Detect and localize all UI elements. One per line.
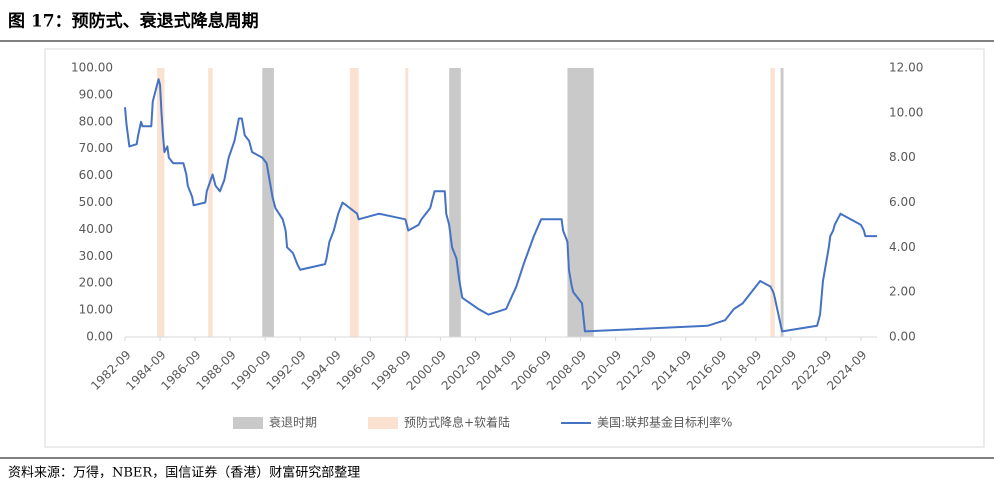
legend-label: 美国:联邦基金目标利率% <box>597 415 732 430</box>
shade-band <box>262 68 274 337</box>
legend-swatch <box>368 417 398 429</box>
source-note: 资料来源：万得，NBER，国信证券（香港）财富研究部整理 <box>8 465 360 481</box>
y-tick-label: 50.00 <box>79 195 113 209</box>
shade-band <box>208 68 213 337</box>
shade-band <box>780 68 784 337</box>
legend-swatch <box>233 417 263 429</box>
legend-label: 衰退时期 <box>269 415 317 430</box>
y-tick-label: 100.00 <box>71 61 113 75</box>
shade-band <box>157 68 165 337</box>
y2-tick-label: 8.00 <box>889 150 916 164</box>
legend-label: 预防式降息+软着陆 <box>404 415 510 430</box>
y-tick-label: 10.00 <box>79 303 113 317</box>
y-tick-label: 60.00 <box>79 168 113 182</box>
y2-tick-label: 4.00 <box>889 240 916 254</box>
y2-tick-label: 10.00 <box>889 105 923 119</box>
rate-line <box>124 78 877 333</box>
y-tick-label: 70.00 <box>79 141 113 155</box>
y-tick-label: 90.00 <box>79 87 113 101</box>
y-tick-label: 80.00 <box>79 114 113 128</box>
shade-band <box>449 68 461 337</box>
y-tick-label: 20.00 <box>79 276 113 290</box>
y-tick-label: 40.00 <box>79 222 113 236</box>
shade-band <box>405 68 409 337</box>
y2-tick-label: 6.00 <box>889 195 916 209</box>
shade-band <box>567 68 594 337</box>
y-tick-label: 30.00 <box>79 249 113 263</box>
y2-tick-label: 2.00 <box>889 285 916 299</box>
chart-title: 图 17：预防式、衰退式降息周期 <box>8 11 259 32</box>
y2-tick-label: 0.00 <box>889 330 916 344</box>
chart-frame <box>44 48 985 448</box>
y-tick-label: 0.00 <box>86 330 113 344</box>
shade-band <box>349 68 359 337</box>
shade-band <box>770 68 775 337</box>
y2-tick-label: 12.00 <box>889 61 923 75</box>
